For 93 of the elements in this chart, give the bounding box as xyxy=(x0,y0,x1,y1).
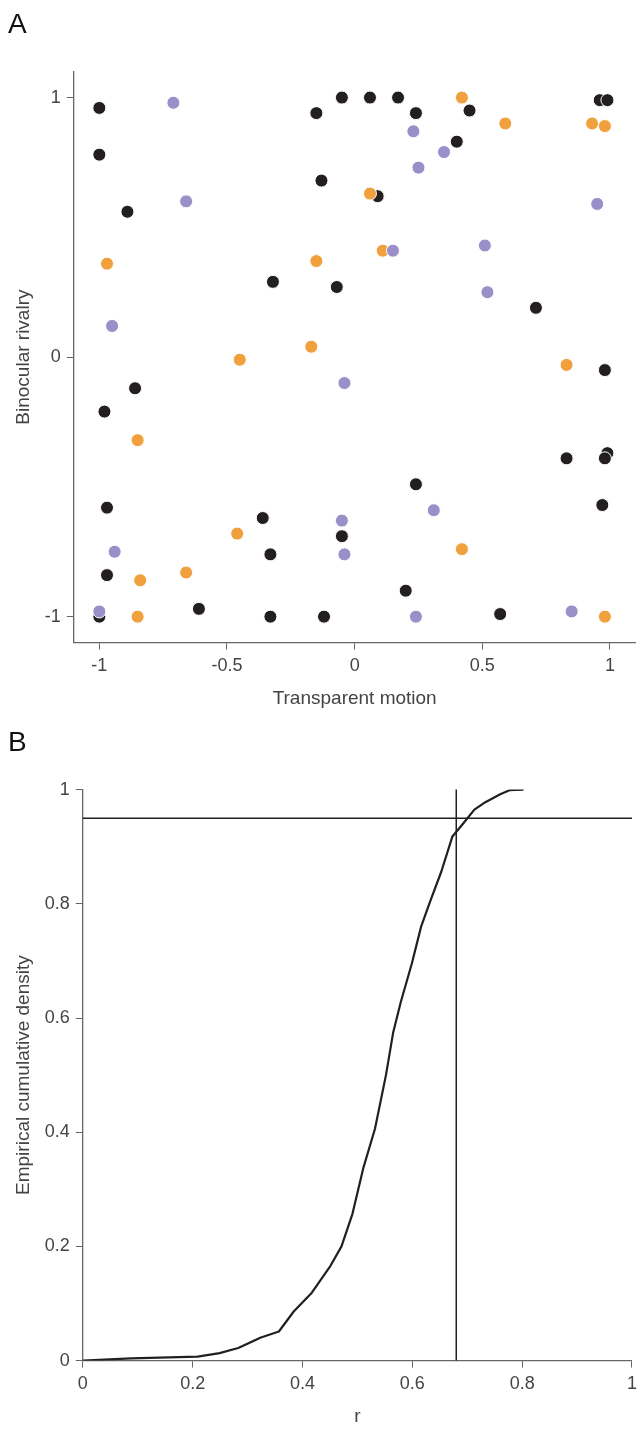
point xyxy=(597,119,612,134)
y-tick-label: 0 xyxy=(50,346,61,367)
point xyxy=(334,513,349,528)
point xyxy=(329,280,344,295)
x-axis-title: r xyxy=(354,1404,362,1426)
y-tick-label: 0.4 xyxy=(44,1121,70,1142)
point xyxy=(130,433,145,448)
x-tick-label: -0.5 xyxy=(211,655,243,676)
x-tick-label: 1 xyxy=(626,1373,637,1394)
x-tick-label: 0.6 xyxy=(399,1373,425,1394)
point xyxy=(408,609,423,624)
point xyxy=(564,604,579,619)
point xyxy=(600,93,615,108)
point xyxy=(528,300,543,315)
y-tick-label: 0.2 xyxy=(44,1235,70,1256)
point xyxy=(462,103,477,118)
y-axis-title: Empirical cumulative density xyxy=(11,954,33,1195)
point xyxy=(314,173,329,188)
x-tick-label: -1 xyxy=(91,655,108,676)
point xyxy=(105,318,120,333)
point xyxy=(408,477,423,492)
point xyxy=(449,134,464,149)
point xyxy=(398,583,413,598)
point xyxy=(92,147,107,162)
point xyxy=(191,601,206,616)
point xyxy=(92,100,107,115)
y-tick-label: -1 xyxy=(44,605,61,626)
point xyxy=(590,196,605,211)
point xyxy=(100,256,114,271)
point xyxy=(179,565,194,580)
point xyxy=(130,609,145,624)
chart-title: B xyxy=(8,725,27,757)
point xyxy=(128,381,143,396)
point xyxy=(309,254,324,269)
point xyxy=(385,243,400,258)
point xyxy=(263,609,278,624)
point xyxy=(304,339,319,354)
chart-title: A xyxy=(8,7,27,39)
point xyxy=(597,451,612,466)
point xyxy=(493,607,508,622)
y-tick-label: 0.8 xyxy=(44,892,70,913)
y-tick-label: 0 xyxy=(59,1349,70,1370)
point xyxy=(337,547,352,562)
point xyxy=(391,90,406,105)
point xyxy=(585,116,600,131)
point xyxy=(334,529,349,544)
x-tick-label: 0 xyxy=(77,1373,88,1394)
point xyxy=(480,285,495,300)
point xyxy=(263,547,278,562)
point xyxy=(179,194,194,209)
y-tick-label: 1 xyxy=(59,778,70,799)
y-tick-label: 0.6 xyxy=(44,1006,70,1027)
point xyxy=(362,186,377,201)
point xyxy=(133,573,148,588)
point xyxy=(406,124,421,139)
point xyxy=(559,357,574,372)
point xyxy=(255,511,270,526)
point xyxy=(337,376,352,391)
point xyxy=(100,568,114,583)
point xyxy=(317,609,332,624)
point xyxy=(411,160,426,175)
point xyxy=(230,526,245,541)
y-axis-title: Binocular rivalry xyxy=(11,289,33,425)
x-tick-label: 0.4 xyxy=(289,1373,316,1394)
point xyxy=(120,204,135,219)
x-tick-label: 0.2 xyxy=(180,1373,206,1394)
point xyxy=(559,451,574,466)
x-tick-label: 0.8 xyxy=(509,1373,535,1394)
x-axis-title: Transparent motion xyxy=(272,686,437,708)
point xyxy=(309,106,324,121)
point xyxy=(498,116,513,131)
point xyxy=(107,544,122,559)
point xyxy=(166,95,181,110)
point xyxy=(408,106,423,121)
x-tick-label: 1 xyxy=(604,655,615,676)
point xyxy=(97,404,112,419)
x-tick-label: 0 xyxy=(349,655,360,676)
point xyxy=(92,604,107,619)
x-tick-label: 0.5 xyxy=(469,655,495,676)
point xyxy=(597,609,612,624)
point xyxy=(334,90,349,105)
point xyxy=(100,500,114,515)
y-tick-label: 1 xyxy=(50,86,61,107)
point xyxy=(426,503,441,518)
point xyxy=(454,542,469,557)
point xyxy=(597,363,612,378)
point xyxy=(454,90,469,105)
point xyxy=(232,352,247,367)
point xyxy=(265,274,280,289)
point xyxy=(595,498,610,513)
point xyxy=(477,238,492,253)
point xyxy=(362,90,377,105)
point xyxy=(437,145,452,160)
